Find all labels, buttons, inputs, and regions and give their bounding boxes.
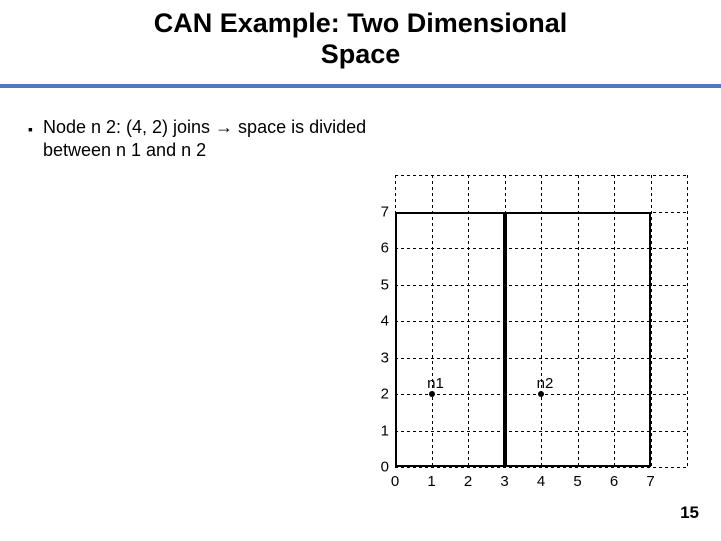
title-line1: CAN Example: Two Dimensional <box>0 8 721 39</box>
bullet-item: ▪ Node n 2: (4, 2) joins → space is divi… <box>0 88 380 161</box>
node-label: n2 <box>537 375 554 392</box>
title-line2: Space <box>0 39 721 70</box>
y-tick-label: 1 <box>381 422 395 439</box>
bullet-marker: ▪ <box>28 121 33 137</box>
page-number: 15 <box>680 503 699 523</box>
chart-region <box>395 212 505 468</box>
x-tick-label: 6 <box>610 467 618 490</box>
y-tick-label: 2 <box>381 386 395 403</box>
y-tick-label: 4 <box>381 313 395 330</box>
x-tick-label: 5 <box>573 467 581 490</box>
grid-vline <box>687 175 688 467</box>
chart-grid: 0123456701234567n1n2 <box>395 175 687 467</box>
y-tick-label: 3 <box>381 349 395 366</box>
x-tick-label: 2 <box>464 467 472 490</box>
x-tick-label: 3 <box>500 467 508 490</box>
x-tick-label: 0 <box>391 467 399 490</box>
y-tick-label: 5 <box>381 276 395 293</box>
chart-region <box>505 212 651 468</box>
node-label: n1 <box>427 375 444 392</box>
x-tick-label: 1 <box>427 467 435 490</box>
x-tick-label: 7 <box>646 467 654 490</box>
grid-vline <box>651 175 652 467</box>
y-tick-label: 6 <box>381 240 395 257</box>
bullet-text: Node n 2: (4, 2) joins → space is divide… <box>43 116 380 161</box>
y-tick-label: 7 <box>381 203 395 220</box>
x-tick-label: 4 <box>537 467 545 490</box>
chart: 0123456701234567n1n2 <box>395 175 687 467</box>
slide-title: CAN Example: Two Dimensional Space <box>0 0 721 70</box>
